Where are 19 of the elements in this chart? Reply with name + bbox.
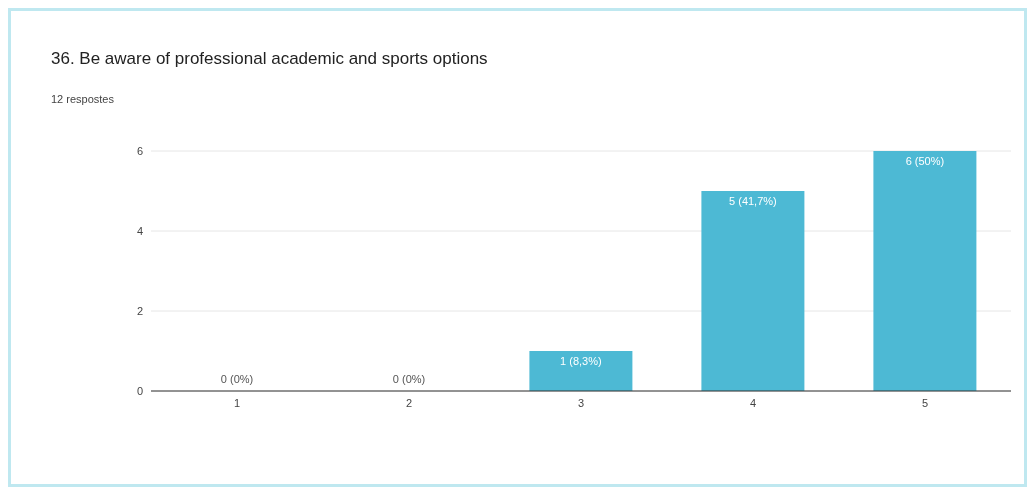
- x-tick-label: 4: [749, 396, 757, 409]
- y-tick-label: 4: [136, 224, 143, 237]
- data-label: 6 (50%): [905, 155, 945, 167]
- y-tick-label: 6: [136, 144, 143, 157]
- y-tick-label: 2: [136, 304, 143, 317]
- x-tick-label: 1: [233, 396, 241, 409]
- data-label: 1 (8,3%): [560, 355, 602, 367]
- bar: [701, 191, 805, 391]
- chart-title: 36. Be aware of professional academic and sports options: [51, 49, 488, 69]
- data-label: 0 (0%): [220, 373, 254, 385]
- bar: [529, 351, 633, 391]
- bar: [873, 151, 977, 391]
- x-tick-label: 3: [577, 396, 585, 409]
- x-tick-label: 2: [405, 396, 413, 409]
- chart-subtitle: 12 respostes: [51, 93, 114, 105]
- data-label: 0 (0%): [392, 373, 426, 385]
- data-label: 5 (41,7%): [729, 195, 777, 207]
- y-tick-label: 0: [136, 384, 143, 397]
- x-tick-label: 5: [921, 396, 929, 409]
